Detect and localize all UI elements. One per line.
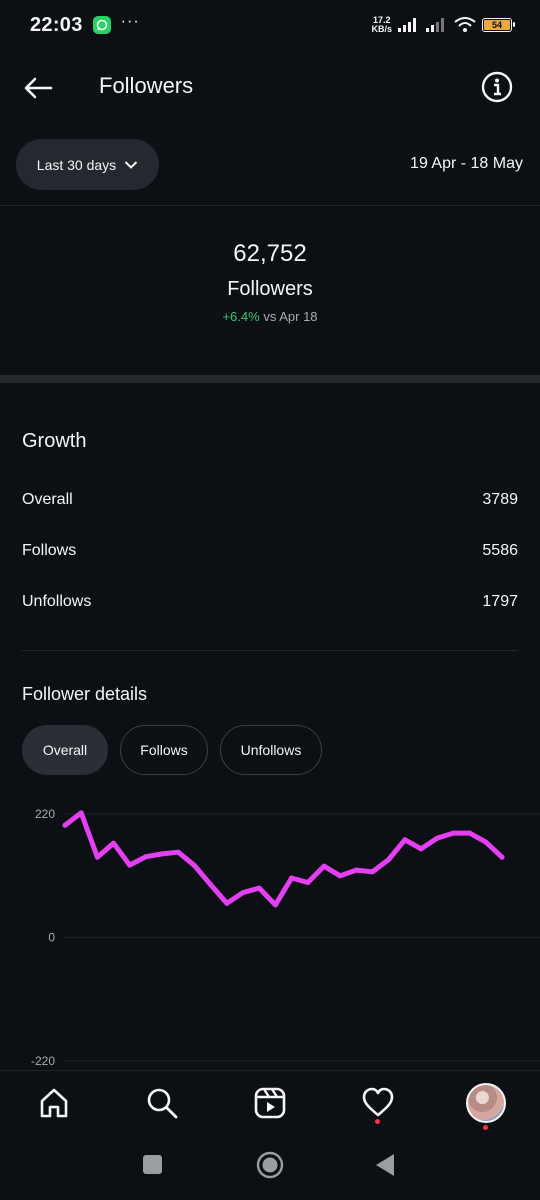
growth-row-label: Overall (22, 491, 73, 508)
profile-notification-dot (483, 1125, 488, 1130)
section-divider (0, 375, 540, 383)
profile-avatar[interactable] (466, 1083, 506, 1123)
tab-follows[interactable]: Follows (120, 725, 208, 775)
nav-reels[interactable] (252, 1085, 288, 1121)
total-followers: 62,752 (233, 240, 307, 267)
chart-point (62, 822, 68, 828)
clock: 22:03 (30, 13, 83, 36)
growth-row-follows: Follows 5586 (22, 542, 518, 560)
chart-y-tick-label: 0 (48, 931, 55, 945)
chart-point (175, 849, 181, 855)
date-range-dropdown-label: Last 30 days (36, 156, 117, 173)
chart-point (467, 830, 473, 836)
chart-point (224, 900, 230, 906)
chart-point (418, 846, 424, 852)
change-suffix: vs Apr 18 (263, 309, 318, 324)
page-title: Followers (99, 73, 194, 98)
chevron-down-icon (124, 160, 138, 169)
chart-point (305, 880, 311, 885)
tab-unfollows[interactable]: Unfollows (220, 725, 322, 775)
recents-button[interactable] (143, 1155, 162, 1174)
chart-point (240, 890, 246, 896)
whatsapp-icon (92, 16, 111, 34)
change-percent: +6.4% (222, 309, 260, 324)
growth-title: Growth (22, 430, 87, 452)
follower-line-chart: 220 0 -220 (31, 807, 540, 1068)
chart-point (337, 873, 343, 879)
net-speed: 17.2 KB/s (371, 15, 392, 34)
home-button[interactable] (256, 1151, 284, 1179)
follower-details-tabs: Overall Follows Unfollows (22, 725, 322, 775)
search-icon (147, 1088, 178, 1119)
heart-icon (362, 1087, 394, 1117)
tab-overall[interactable]: Overall (22, 725, 108, 775)
chart-point (434, 835, 440, 841)
signal-icon-2 (426, 18, 444, 32)
nav-search[interactable] (144, 1085, 180, 1121)
chart-point (321, 863, 327, 869)
system-nav-bar (143, 1151, 394, 1179)
chart-point (483, 839, 489, 845)
chart-point (78, 810, 84, 816)
wifi-icon (454, 17, 476, 32)
app-header: Followers (0, 60, 540, 114)
growth-row-label: Unfollows (22, 593, 92, 610)
chart-point (111, 840, 117, 846)
growth-row-value: 3789 (482, 491, 518, 508)
chart-point (192, 863, 197, 869)
back-arrow-icon[interactable] (22, 72, 54, 104)
change-line: +6.4% vs Apr 18 (0, 309, 540, 324)
overflow-icon: ··· (120, 13, 140, 30)
chart-point (159, 851, 165, 857)
chart-point (94, 854, 100, 860)
chart-point (370, 869, 375, 875)
info-icon[interactable] (480, 70, 514, 104)
nav-home[interactable] (36, 1085, 72, 1121)
chart-y-tick-label: -220 (31, 1054, 55, 1068)
reels-icon (254, 1087, 286, 1119)
chart-series-line (62, 810, 505, 908)
home-icon (40, 1088, 68, 1118)
follower-details-title: Follower details (22, 684, 148, 704)
growth-row-label: Follows (22, 542, 77, 559)
chart-point (143, 854, 149, 860)
back-button[interactable] (376, 1154, 394, 1176)
battery-icon: 54 (482, 18, 515, 32)
chart-y-tick-label: 220 (35, 807, 55, 821)
divider (0, 205, 540, 206)
followers-label: Followers (227, 278, 313, 300)
growth-row-overall: Overall 3789 (22, 491, 518, 509)
nav-activity[interactable] (360, 1085, 396, 1121)
chart-point (450, 830, 456, 836)
growth-row-unfollows: Unfollows 1797 (22, 593, 518, 611)
date-range-text: 19 Apr - 18 May (410, 155, 523, 172)
chart-point (127, 862, 133, 868)
status-bar: 22:03 ··· 17.2 KB/s 54 (0, 0, 540, 50)
chart-point (353, 867, 359, 873)
chart-point (402, 837, 408, 843)
date-range-dropdown[interactable]: Last 30 days (16, 139, 159, 190)
bottom-nav (0, 1070, 540, 1138)
activity-notification-dot (375, 1119, 380, 1124)
chart-point (256, 885, 262, 891)
chart-point (208, 882, 214, 888)
chart-point (289, 875, 295, 881)
signal-icon (398, 18, 416, 32)
chart-point (272, 902, 278, 908)
growth-row-value: 1797 (482, 593, 518, 610)
chart-point (499, 854, 505, 860)
growth-row-value: 5586 (482, 542, 518, 559)
followers-summary: 62,752 Followers +6.4% vs Apr 18 (0, 240, 540, 324)
divider (22, 650, 518, 651)
chart-point (386, 857, 392, 862)
